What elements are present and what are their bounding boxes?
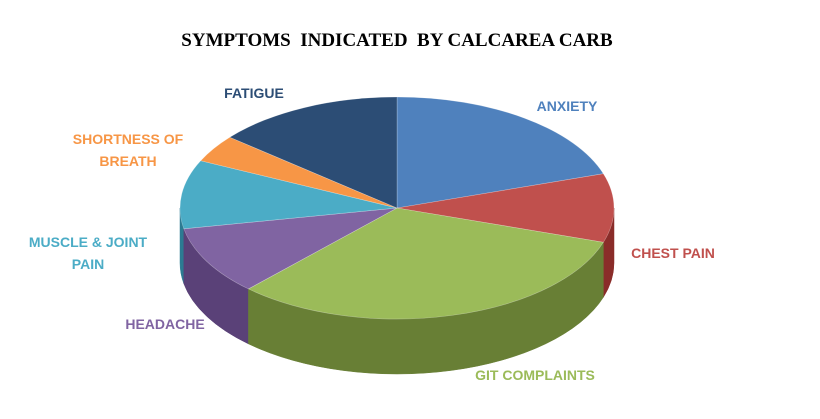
- pie-slice-shortness-of-breath: [200, 136, 398, 209]
- pie-slice-headache: [183, 207, 398, 290]
- pie-slice-anxiety: [396, 96, 604, 209]
- slice-label-chest-pain: CHEST PAIN: [631, 245, 715, 261]
- slice-labels: ANXIETY CHEST PAIN GIT COMPLAINTS HEADACHE M…: [29, 85, 715, 383]
- pie-side-headache: [183, 228, 249, 345]
- pie-sides: [179, 207, 615, 375]
- pie-tops: [179, 96, 615, 320]
- slice-label-muscle-joint-pain: MUSCLE & JOINT PAIN: [29, 234, 148, 272]
- pie-slice-git-complaints: [247, 207, 604, 320]
- slice-label-anxiety: ANXIETY: [537, 98, 598, 114]
- slice-label-git-complaints: GIT COMPLAINTS: [475, 367, 595, 383]
- chart-title: SYMPTOMS INDICATED BY CALCAREA CARB: [181, 30, 613, 51]
- slice-label-fatigue: FATIGUE: [224, 85, 284, 101]
- pie-slice-fatigue: [229, 96, 398, 209]
- pie-slice-muscle-joint-pain: [179, 160, 398, 230]
- slice-label-shortness-of-breath: SHORTNESS OF BREATH: [73, 131, 184, 169]
- slice-label-headache: HEADACHE: [125, 316, 204, 332]
- pie-side-git-complaints: [248, 241, 604, 375]
- pie-slice-chest-pain: [396, 173, 615, 243]
